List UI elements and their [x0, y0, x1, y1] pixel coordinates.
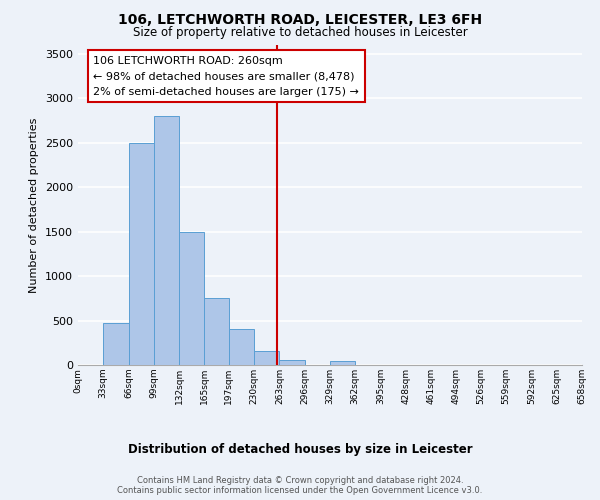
Bar [280, 360, 305, 365]
Bar [330, 360, 355, 365]
Bar [154, 116, 179, 365]
Text: Contains HM Land Registry data © Crown copyright and database right 2024.
Contai: Contains HM Land Registry data © Crown c… [118, 476, 482, 495]
Bar [229, 330, 254, 365]
Text: Size of property relative to detached houses in Leicester: Size of property relative to detached ho… [133, 26, 467, 39]
Bar [205, 298, 229, 365]
Text: 106 LETCHWORTH ROAD: 260sqm
← 98% of detached houses are smaller (8,478)
2% of s: 106 LETCHWORTH ROAD: 260sqm ← 98% of det… [94, 56, 359, 97]
Bar [179, 232, 205, 365]
Bar [128, 143, 154, 365]
Bar [254, 351, 280, 365]
Bar [103, 323, 128, 365]
Y-axis label: Number of detached properties: Number of detached properties [29, 118, 40, 292]
Text: Distribution of detached houses by size in Leicester: Distribution of detached houses by size … [128, 442, 472, 456]
Text: 106, LETCHWORTH ROAD, LEICESTER, LE3 6FH: 106, LETCHWORTH ROAD, LEICESTER, LE3 6FH [118, 12, 482, 26]
